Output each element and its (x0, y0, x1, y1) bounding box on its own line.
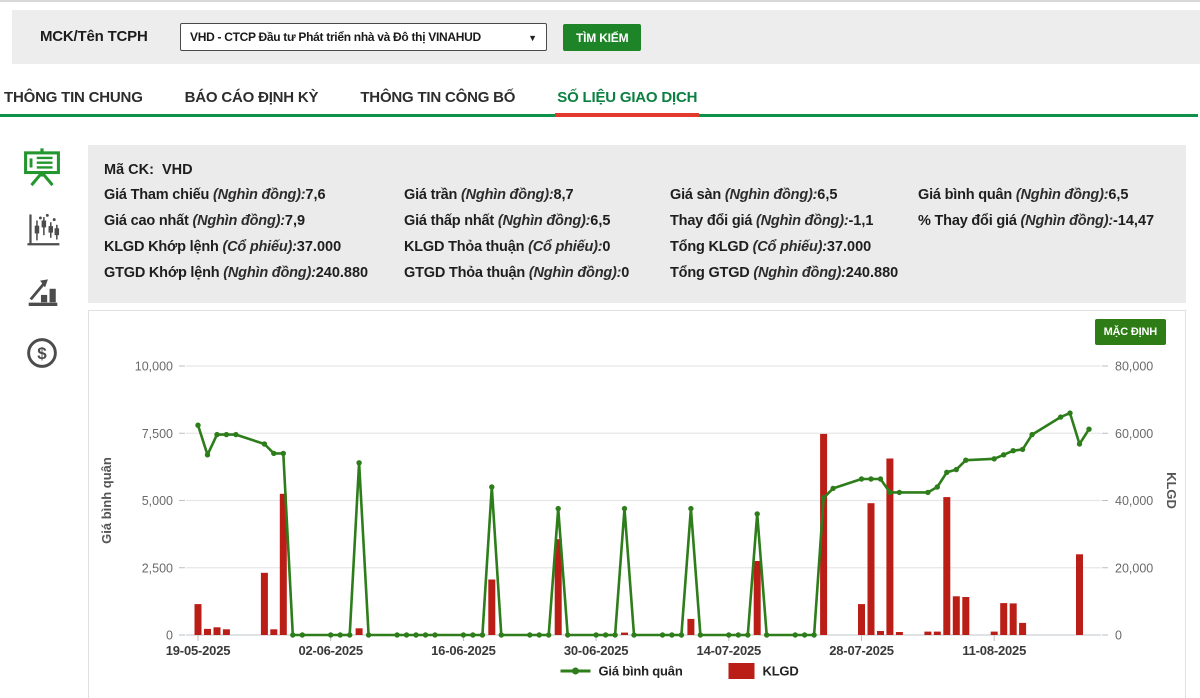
left-axis-title: Giá bình quân (99, 457, 114, 544)
svg-text:19-05-2025: 19-05-2025 (166, 643, 231, 658)
chart-panel: MẶC ĐỊNH 0 0 2,500 20,000 5,000 40,000 7,500 60… (88, 310, 1186, 698)
summary-item: KLGD Thỏa thuận (Cổ phiếu):0 (404, 239, 611, 255)
tab-th-ng-tin-c-ng-b-[interactable]: THÔNG TIN CÔNG BỐ (360, 89, 516, 106)
summary-empty-cell (918, 260, 1186, 286)
price-volume-chart: 0 0 2,500 20,000 5,000 40,000 7,500 60,000 10,00… (89, 311, 1185, 698)
summary-item: Tổng GTGD (Nghìn đồng):240.880 (670, 265, 899, 281)
svg-text:02-06-2025: 02-06-2025 (298, 643, 363, 658)
svg-text:28-07-2025: 28-07-2025 (829, 643, 894, 658)
svg-text:KLGD: KLGD (1164, 472, 1179, 509)
svg-text:Giá bình quân: Giá bình quân (99, 457, 114, 544)
topbar-label: MCK/Tên TCPH (40, 28, 148, 45)
summary-item: Tổng KLGD (Cổ phiếu):37.000 (670, 239, 872, 255)
topbar: MCK/Tên TCPH VHD - CTCP Đầu tư Phát triể… (12, 10, 1200, 64)
svg-text:7,500: 7,500 (142, 427, 173, 441)
summary-item: KLGD Khớp lệnh (Cổ phiếu):37.000 (104, 239, 342, 255)
summary-item: Giá Tham chiếu (Nghìn đồng):7,6 (104, 187, 326, 203)
x-axis-labels: 19-05-2025 02-06-2025 16-06-2025 30-06-2025… (166, 635, 1026, 658)
price-line (195, 410, 1092, 638)
summary-panel: Mã CK: VHD Giá Tham chiếu (Nghìn đồng):7… (88, 145, 1186, 303)
top-divider (0, 0, 1200, 2)
svg-text:60,000: 60,000 (1115, 427, 1153, 441)
svg-text:11-08-2025: 11-08-2025 (962, 643, 1026, 658)
summary-item: Giá thấp nhất (Nghìn đồng):6,5 (404, 213, 611, 229)
svg-text:14-07-2025: 14-07-2025 (697, 643, 762, 658)
svg-text:$: $ (37, 344, 47, 363)
chevron-down-icon: ▼ (528, 33, 537, 43)
grid-and-axes: 0 0 2,500 20,000 5,000 40,000 7,500 60,000 10,00… (135, 360, 1154, 643)
tab-b-o-c-o-nh-k-[interactable]: BÁO CÁO ĐỊNH KỲ (184, 89, 319, 106)
right-axis-title: KLGD (1164, 472, 1179, 509)
summary-item: GTGD Thỏa thuận (Nghìn đồng):0 (404, 265, 630, 281)
svg-text:0: 0 (1115, 629, 1122, 643)
summary-empty-cell (918, 234, 1186, 260)
search-button[interactable]: TÌM KIẾM (563, 24, 642, 51)
chart-legend: Giá bình quân KLGD (560, 663, 799, 679)
bar-chart-growth-icon[interactable] (25, 272, 61, 308)
svg-text:2,500: 2,500 (142, 561, 173, 575)
svg-text:30-06-2025: 30-06-2025 (564, 643, 629, 658)
summary-item: % Thay đổi giá (Nghìn đồng):-14,47 (918, 213, 1155, 229)
svg-text:16-06-2025: 16-06-2025 (431, 643, 496, 658)
presentation-chart-icon[interactable] (21, 146, 63, 188)
stock-code-label: Mã CK: (104, 162, 154, 178)
summary-item: Giá sàn (Nghìn đồng):6,5 (670, 187, 838, 203)
svg-text:20,000: 20,000 (1115, 561, 1153, 575)
tab-s-li-u-giao-d-ch[interactable]: SỐ LIỆU GIAO DỊCH (555, 83, 700, 117)
svg-text:40,000: 40,000 (1115, 494, 1153, 508)
svg-text:80,000: 80,000 (1115, 360, 1153, 374)
svg-text:KLGD: KLGD (763, 664, 799, 679)
tabs: THÔNG TIN CHUNG BÁO CÁO ĐỊNH KỲ THÔNG TIN … (0, 83, 1198, 117)
company-select-value: VHD - CTCP Đầu tư Phát triển nhà và Đô t… (190, 30, 481, 44)
svg-text:10,000: 10,000 (135, 360, 173, 374)
default-button[interactable]: MẶC ĐỊNH (1094, 319, 1166, 345)
dollar-coin-icon[interactable]: $ (25, 336, 59, 370)
svg-text:Giá bình quân: Giá bình quân (599, 664, 683, 679)
summary-item: GTGD Khớp lệnh (Nghìn đồng):240.880 (104, 265, 369, 281)
summary-item: Giá cao nhất (Nghìn đồng):7,9 (104, 213, 306, 229)
stock-code-value: VHD (157, 162, 193, 178)
stock-code-row: Mã CK: VHD (104, 158, 1186, 182)
svg-text:5,000: 5,000 (142, 494, 173, 508)
summary-grid: Giá Tham chiếu (Nghìn đồng):7,6 Giá trần … (104, 182, 1186, 286)
summary-item: Giá trần (Nghìn đồng):8,7 (404, 187, 574, 203)
company-select[interactable]: VHD - CTCP Đầu tư Phát triển nhà và Đô t… (180, 23, 547, 51)
tab-th-ng-tin-chung[interactable]: THÔNG TIN CHUNG (4, 89, 143, 106)
volume-bars (194, 433, 1083, 635)
summary-item: Giá bình quân (Nghìn đồng):6,5 (918, 187, 1129, 203)
candlestick-chart-icon[interactable] (24, 211, 62, 249)
svg-text:0: 0 (166, 629, 173, 643)
summary-item: Thay đổi giá (Nghìn đồng):-1,1 (670, 213, 874, 229)
